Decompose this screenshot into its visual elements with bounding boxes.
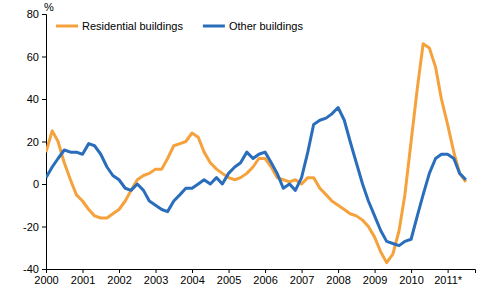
legend-swatch [56,25,78,28]
x-tick-mark [46,269,47,273]
y-tick-mark [42,57,46,58]
x-tick: 2011* [434,269,463,286]
x-tick-label: 2007 [290,274,314,286]
x-tick: 2005 [217,269,241,286]
x-tick-mark [192,269,193,273]
x-tick: 2007 [290,269,314,286]
x-tick-label: 2004 [180,274,204,286]
x-tick: 2002 [107,269,131,286]
x-tick-label: 2002 [107,274,131,286]
x-tick-label: 2010 [399,274,423,286]
x-tick: 2001 [71,269,95,286]
series-line [46,108,466,246]
x-tick-label: 2003 [144,274,168,286]
x-tick-mark [229,269,230,273]
y-tick: -20 [23,221,46,233]
y-axis: -40-20020406080 [23,8,46,275]
y-tick-mark [42,269,46,270]
x-tick-label: 2000 [34,274,58,286]
y-tick-mark [42,14,46,15]
x-tick-mark [411,269,412,273]
x-tick-label: 2009 [363,274,387,286]
legend-swatch [203,25,225,28]
x-tick-mark [119,269,120,273]
x-tick-label: 2001 [71,274,95,286]
x-tick: 2003 [144,269,168,286]
legend: Residential buildings Other buildings [56,20,303,32]
y-tick-label: 40 [27,93,39,105]
y-tick-label: 60 [27,51,39,63]
y-tick-label: 20 [27,136,39,148]
x-tick: 2008 [326,269,350,286]
x-tick-label: 2011* [434,274,463,286]
y-tick: 20 [27,136,46,148]
lines [46,44,466,263]
x-tick: 2010 [399,269,423,286]
chart: -40-200204060802000200120022003200420052… [0,0,499,297]
x-tick-label: 2008 [326,274,350,286]
y-tick-mark [42,142,46,143]
legend-item: Residential buildings [56,20,183,32]
x-tick: 2006 [253,269,277,286]
y-tick-label: 0 [33,178,39,190]
y-axis-line [42,15,47,270]
legend-item: Other buildings [203,20,303,32]
x-tick-mark [83,269,84,273]
x-tick: 2000 [34,269,58,286]
x-tick-mark [448,269,449,273]
legend-label: Residential buildings [82,20,183,32]
x-tick-label: 2006 [253,274,277,286]
x-tick: 2004 [180,269,204,286]
y-tick-label: -20 [23,221,39,233]
y-tick: 40 [27,93,46,105]
x-tick-mark [302,269,303,273]
x-tick-mark [375,269,376,273]
y-tick-mark [42,227,46,228]
x-axis-line [47,270,476,274]
y-tick: 60 [27,51,46,63]
x-tick-mark [156,269,157,273]
x-tick: 2009 [363,269,387,286]
y-tick-mark [42,184,46,185]
y-tick-mark [42,99,46,100]
x-axis: 2000 2001 2002 2003 2004 2005 2006 2007 2008 2009… [34,269,475,286]
x-tick-mark [265,269,266,273]
plot: -40-200204060802000200120022003200420052… [23,8,475,286]
legend-label: Other buildings [229,20,303,32]
y-axis-title: % [44,1,54,13]
x-tick-mark [338,269,339,273]
series-line [46,44,466,263]
y-tick-label: 80 [27,8,39,20]
x-tick-label: 2005 [217,274,241,286]
y-tick: 0 [33,178,46,190]
